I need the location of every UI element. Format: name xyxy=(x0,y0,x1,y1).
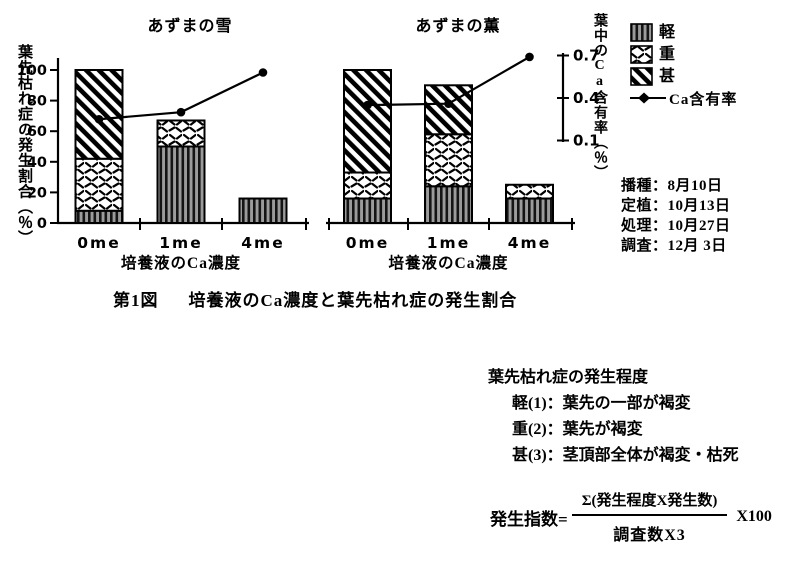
date-planting: 定植：10月13日 xyxy=(621,198,731,214)
severity-item-severe: 甚(3)：茎頂部全体が褐変・枯死 xyxy=(512,447,739,464)
bar-segment-甚-1me xyxy=(424,84,473,136)
ca-tick-label: 0.7 xyxy=(573,46,600,64)
bar-segment-甚-0me xyxy=(74,69,124,160)
x-tick-label: 1me xyxy=(159,234,202,252)
legend-label-light: 軽 xyxy=(659,23,676,41)
ca-line-marker xyxy=(258,68,268,77)
formula-denominator: 調査数X3 xyxy=(613,527,686,544)
legend-item-light: 軽 xyxy=(630,23,737,42)
legend-label-ca-line: Ca含有率 xyxy=(669,91,738,108)
bar-segment-重-4me xyxy=(505,183,554,200)
legend-item-severe: 甚 xyxy=(630,67,737,86)
formula-multiplier: X100 xyxy=(736,508,772,525)
y-tick-label: 0 xyxy=(37,216,47,232)
figure-caption: 第1図 培養液のCa濃度と葉先枯れ症の発生割合 xyxy=(113,286,517,311)
caption-number: 第1図 xyxy=(113,291,159,310)
ca-axis-label: 葉中のCa含有率（％） xyxy=(592,13,607,180)
ca-line-marker xyxy=(363,100,372,110)
date-survey: 調査：12月 3日 xyxy=(621,238,727,254)
ca-tick-label: 0.4 xyxy=(573,89,600,107)
x-tick-label: 4me xyxy=(508,234,551,252)
legend-item-ca-line: Ca含有率 xyxy=(630,90,738,108)
formula-lhs: 発生指数= xyxy=(490,509,568,529)
bar-segment-軽-4me xyxy=(505,197,554,225)
bar-segment-軽-0me xyxy=(74,209,124,224)
bar-segment-重-0me xyxy=(343,171,392,200)
bar-segment-軽-4me xyxy=(238,197,288,225)
bar-segment-軽-1me xyxy=(424,185,473,224)
bar-segment-重-0me xyxy=(74,157,124,212)
ca-line-marker xyxy=(525,52,534,62)
ca-axis: 0.7 0.4 0.1 xyxy=(557,46,600,150)
y-tick-label: 100 xyxy=(17,63,47,79)
y-tick-label: 20 xyxy=(27,185,47,201)
legend-label-severe: 甚 xyxy=(659,67,676,85)
line-marker-icon xyxy=(630,92,666,104)
y-tick-label: 40 xyxy=(27,155,47,171)
x-tick-label: 0me xyxy=(77,234,120,252)
x-tick-label: 4me xyxy=(241,234,284,252)
y-axis-label: 葉先枯れ症の発生割合（％） xyxy=(16,44,32,246)
formula-fraction: Σ(発生程度X発生数) 調査数X3 xyxy=(571,489,728,545)
x-axis-title: 培養液のCa濃度 xyxy=(389,253,509,272)
date-treatment: 処理：10月27日 xyxy=(621,218,731,234)
formula-numerator: Σ(発生程度X発生数) xyxy=(571,489,728,516)
x-tick-label: 1me xyxy=(427,234,470,252)
legend-swatch-dash-hatch-icon xyxy=(630,45,653,64)
date-sowing: 播種：8月10日 xyxy=(621,178,723,194)
legend-item-medium: 重 xyxy=(630,45,737,64)
incidence-formula: 発生指数= Σ(発生程度X発生数) 調査数X3 X100 xyxy=(490,489,772,545)
severity-note: 葉先枯れ症の発生程度 軽(1)：葉先の一部が褐変 重(2)：葉先が褐変 甚(3)… xyxy=(488,365,739,469)
legend-label-medium: 重 xyxy=(659,45,676,63)
bar-segment-軽-1me xyxy=(156,145,206,224)
x-axis-title: 培養液のCa濃度 xyxy=(121,253,241,272)
y-tick-label: 80 xyxy=(27,94,47,110)
ca-tick-label: 0.1 xyxy=(573,132,600,150)
y-tick-label: 60 xyxy=(27,124,47,140)
legend-swatch-diagonal-stripes-icon xyxy=(630,67,653,86)
legend-swatch-vertical-stripes-icon xyxy=(630,23,653,42)
chart-title-azuma-no-yuki: あずまの雪 xyxy=(147,18,233,35)
ca-line-marker xyxy=(444,99,453,108)
chart-title-azuma-no-kaoru: あずまの薫 xyxy=(415,18,501,35)
bar-segment-軽-0me xyxy=(343,197,392,225)
ca-line-marker xyxy=(176,107,186,117)
caption-text: 培養液のCa濃度と葉先枯れ症の発生割合 xyxy=(188,291,518,310)
bar-segment-甚-0me xyxy=(343,69,392,174)
severity-item-medium: 重(2)：葉先が褐変 xyxy=(512,421,643,438)
severity-heading: 葉先枯れ症の発生程度 xyxy=(488,369,649,386)
ca-line-marker xyxy=(94,114,104,124)
bar-segment-重-1me xyxy=(156,119,206,148)
severity-item-light: 軽(1)：葉先の一部が褐変 xyxy=(512,395,691,412)
experiment-dates: 播種：8月10日 定植：10月13日 処理：10月27日 調査：12月 3日 xyxy=(621,176,731,256)
legend: 軽 重 甚 Ca含有率 xyxy=(630,23,738,108)
bar-segment-重-1me xyxy=(424,133,473,188)
x-tick-label: 0me xyxy=(346,234,389,252)
